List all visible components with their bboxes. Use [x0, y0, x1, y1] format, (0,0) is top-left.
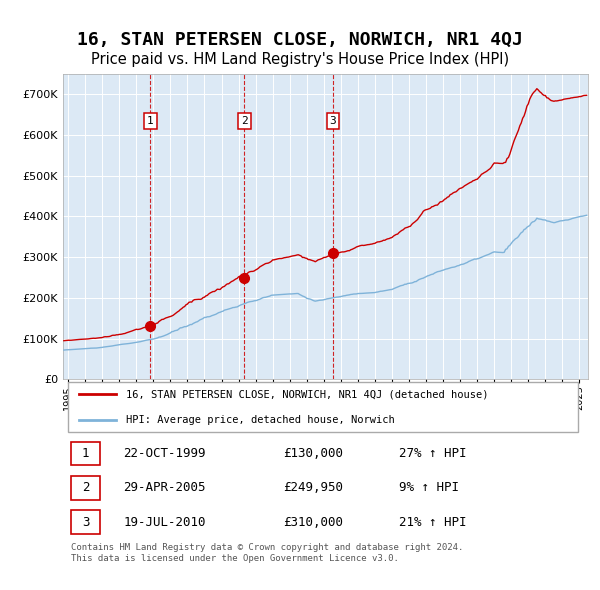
FancyBboxPatch shape: [68, 382, 577, 432]
FancyBboxPatch shape: [71, 442, 100, 466]
Text: 29-APR-2005: 29-APR-2005: [124, 481, 206, 494]
Text: 3: 3: [329, 116, 337, 126]
Text: 22-OCT-1999: 22-OCT-1999: [124, 447, 206, 460]
Text: £310,000: £310,000: [284, 516, 343, 529]
Text: 2: 2: [241, 116, 248, 126]
Text: 2: 2: [82, 481, 89, 494]
Text: 3: 3: [82, 516, 89, 529]
Text: 16, STAN PETERSEN CLOSE, NORWICH, NR1 4QJ (detached house): 16, STAN PETERSEN CLOSE, NORWICH, NR1 4Q…: [126, 389, 488, 399]
Text: Price paid vs. HM Land Registry's House Price Index (HPI): Price paid vs. HM Land Registry's House …: [91, 52, 509, 67]
Text: 19-JUL-2010: 19-JUL-2010: [124, 516, 206, 529]
Text: HPI: Average price, detached house, Norwich: HPI: Average price, detached house, Norw…: [126, 415, 395, 425]
Text: £130,000: £130,000: [284, 447, 343, 460]
Text: Contains HM Land Registry data © Crown copyright and database right 2024.
This d: Contains HM Land Registry data © Crown c…: [71, 543, 463, 563]
Text: 1: 1: [147, 116, 154, 126]
FancyBboxPatch shape: [71, 476, 100, 500]
Text: 27% ↑ HPI: 27% ↑ HPI: [399, 447, 467, 460]
Text: 1: 1: [82, 447, 89, 460]
Text: 21% ↑ HPI: 21% ↑ HPI: [399, 516, 467, 529]
Text: 9% ↑ HPI: 9% ↑ HPI: [399, 481, 459, 494]
FancyBboxPatch shape: [71, 510, 100, 534]
Text: £249,950: £249,950: [284, 481, 343, 494]
Text: 16, STAN PETERSEN CLOSE, NORWICH, NR1 4QJ: 16, STAN PETERSEN CLOSE, NORWICH, NR1 4Q…: [77, 31, 523, 49]
